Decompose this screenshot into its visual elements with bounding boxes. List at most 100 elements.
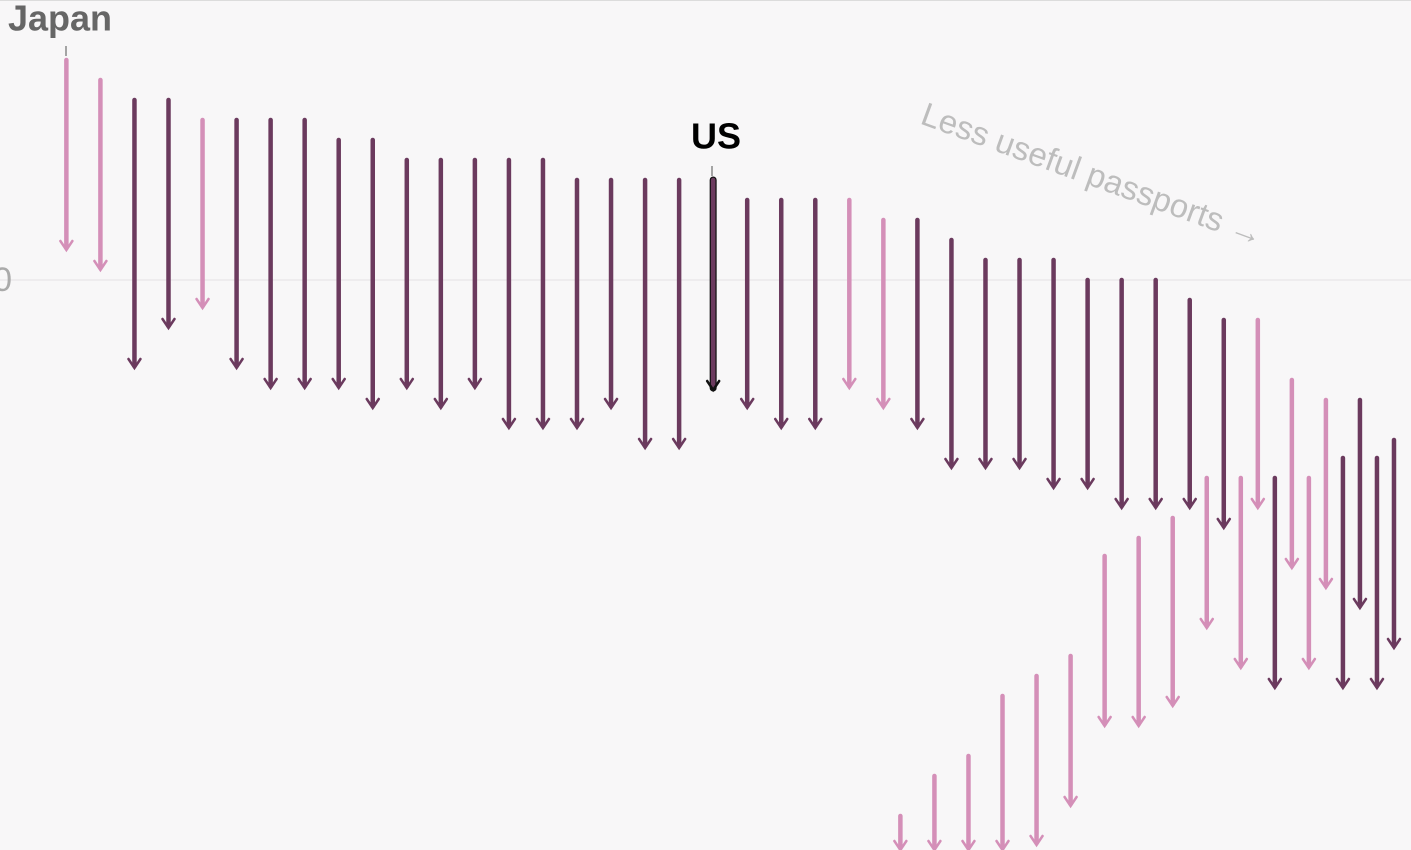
arrow: [1233, 475, 1249, 671]
arrow: [739, 197, 755, 411]
arrow-head: [569, 417, 585, 431]
arrow-head: [1216, 517, 1232, 531]
arrow-head: [961, 839, 976, 850]
arrow-head: [910, 417, 925, 431]
arrow: [705, 176, 721, 393]
arrow: [569, 177, 585, 431]
arrow: [1386, 437, 1402, 651]
arrow: [1335, 455, 1351, 691]
arrow-head: [535, 417, 551, 431]
arrow-head: [59, 239, 74, 253]
arrow: [927, 773, 942, 850]
arrow: [399, 157, 415, 391]
arrow-head: [1029, 834, 1044, 848]
arrow: [1063, 653, 1078, 809]
arrow-head: [637, 437, 653, 451]
arrow: [995, 693, 1010, 850]
arrow: [1352, 397, 1368, 611]
arrow-head: [127, 357, 142, 371]
arrow: [1216, 317, 1232, 531]
arrow-head: [1148, 497, 1163, 511]
arrow-head: [433, 397, 449, 411]
annotation-japan: Japan: [8, 0, 112, 39]
arrow: [671, 177, 687, 451]
arrow-head: [739, 397, 755, 411]
arrow-head: [1369, 677, 1385, 691]
arrow-head: [467, 377, 483, 391]
arrow: [603, 177, 619, 411]
arrow-head: [1318, 577, 1334, 591]
arrow-head: [1250, 497, 1266, 511]
arrow-head: [995, 839, 1010, 850]
arrow-head: [501, 417, 517, 431]
arrow: [263, 117, 278, 391]
arrow-head: [671, 437, 687, 451]
arrow: [808, 197, 823, 431]
arrow-head: [603, 397, 619, 411]
arrow: [1012, 257, 1027, 471]
arrow-head: [297, 377, 312, 391]
arrow-head: [1012, 457, 1027, 471]
arrow-head: [1233, 657, 1249, 671]
arrow-head: [1267, 677, 1283, 691]
arrow-head: [927, 839, 942, 850]
arrow: [773, 197, 789, 431]
arrow: [961, 753, 976, 850]
arrow-head: [1046, 477, 1061, 491]
arrow: [467, 157, 483, 391]
arrow: [297, 117, 312, 391]
annotation-direction: Less useful passports →: [917, 95, 1269, 253]
arrow: [1250, 317, 1266, 511]
arrow-head: [808, 417, 823, 431]
arrow: [893, 813, 908, 850]
arrow: [944, 237, 959, 471]
arrow-head: [944, 457, 959, 471]
arrow: [910, 217, 925, 431]
arrow-head: [773, 417, 789, 431]
arrow-head: [1131, 715, 1146, 729]
arrow: [365, 137, 380, 411]
arrow-head: [842, 377, 857, 391]
grid: 180: [0, 261, 1411, 299]
arrow-head: [195, 297, 210, 311]
arrow: [637, 177, 653, 451]
arrow: [1301, 475, 1317, 671]
arrow: [1114, 277, 1129, 511]
arrow: [1131, 535, 1146, 729]
arrow-head: [263, 377, 278, 391]
arrow-head: [876, 397, 891, 411]
arrow: [127, 97, 142, 371]
arrow-head: [1386, 637, 1402, 651]
arrow-head: [229, 357, 244, 371]
arrow: [195, 117, 210, 311]
arrow: [1080, 277, 1095, 491]
arrows: [59, 57, 1402, 850]
arrow: [842, 197, 857, 391]
arrow-head: [1080, 477, 1095, 491]
arrow: [1284, 377, 1300, 571]
arrow-head: [161, 317, 176, 331]
arrow: [59, 57, 74, 253]
arrow-head: [331, 377, 346, 391]
arrow-head: [1352, 597, 1368, 611]
arrow: [1199, 475, 1215, 631]
arrow: [876, 217, 891, 411]
arrow-head: [93, 259, 108, 273]
arrow: [535, 157, 551, 431]
arrow-head: [1335, 677, 1351, 691]
arrow-head: [1063, 795, 1078, 809]
arrow-head: [1182, 497, 1197, 511]
arrow: [161, 97, 176, 331]
arrow-head: [365, 397, 380, 411]
arrow: [1267, 475, 1283, 691]
arrow: [1369, 455, 1385, 691]
arrow-head: [893, 839, 908, 850]
arrow: [1318, 397, 1334, 591]
arrow: [1097, 553, 1112, 729]
arrow-head: [1284, 557, 1300, 571]
arrow-head: [1165, 695, 1180, 709]
annotation-us: US: [691, 116, 741, 157]
arrow-head: [978, 457, 993, 471]
